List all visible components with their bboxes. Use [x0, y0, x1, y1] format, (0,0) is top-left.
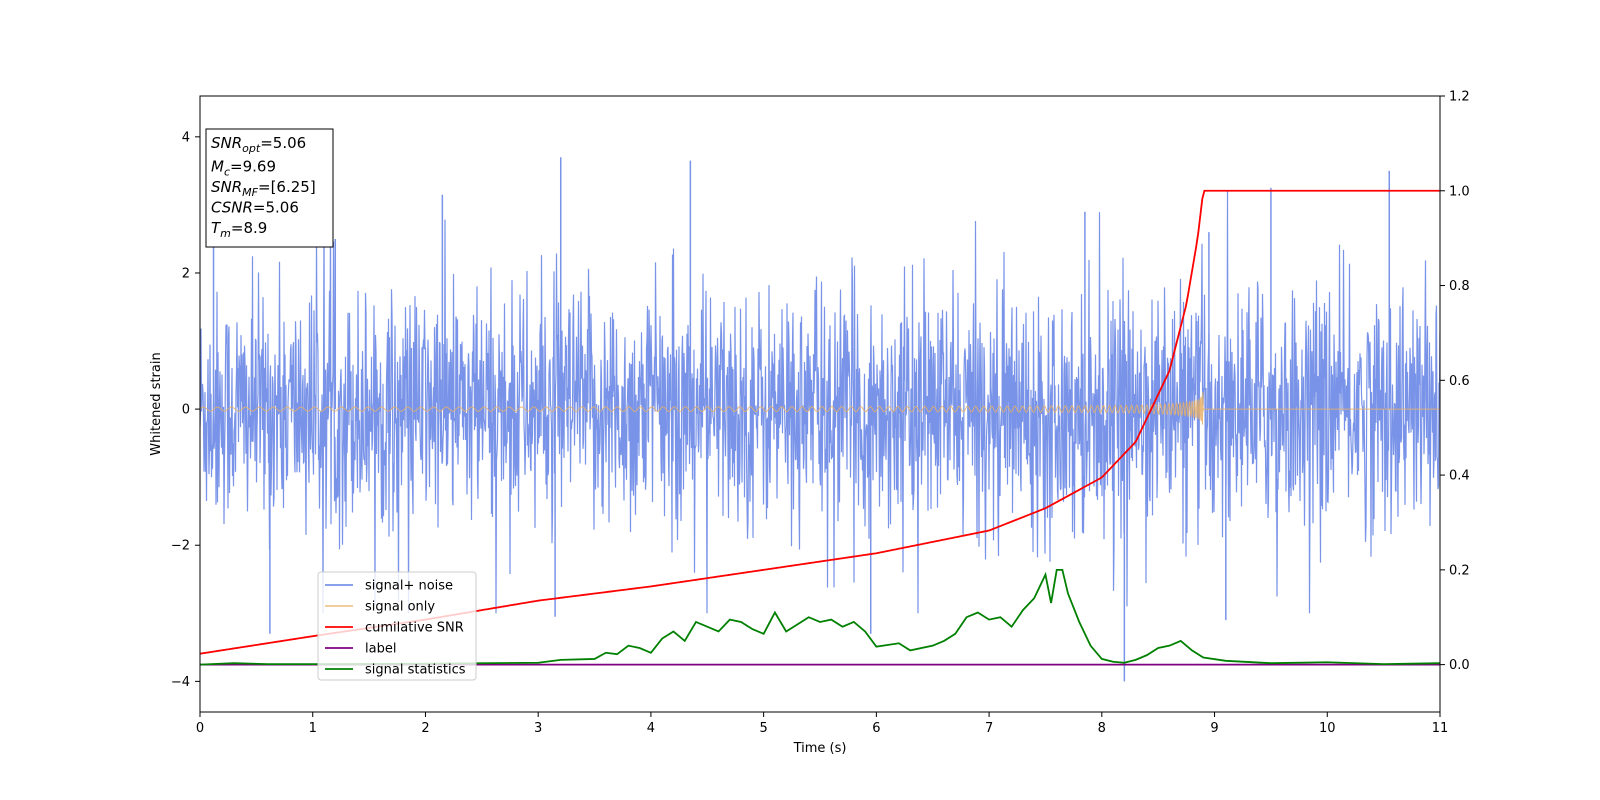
series-signal-statistics-line: [200, 568, 1440, 666]
info-line: Tm=8.9: [211, 219, 267, 240]
x-axis-label: Time (s): [793, 741, 847, 756]
info-line: SNRopt=5.06: [211, 134, 306, 155]
left-y-axis: −4 −2 0 2 4: [171, 130, 200, 690]
series-signal-only-line: [200, 392, 1440, 425]
left-y-tick-label: 2: [182, 266, 190, 281]
legend-label: cumilative SNR: [365, 621, 464, 636]
x-tick-label: 4: [647, 721, 655, 736]
x-tick-label: 11: [1432, 721, 1449, 736]
left-y-tick-label: −2: [171, 539, 190, 554]
x-tick-label: 8: [1098, 721, 1106, 736]
x-tick-label: 3: [534, 721, 542, 736]
x-tick-label: 1: [309, 721, 317, 736]
y-axis-label: Whitened strain: [149, 352, 164, 455]
series-signal-noise-line: [200, 191, 1440, 614]
left-y-tick-label: 4: [182, 130, 190, 145]
legend-label: signal only: [365, 600, 435, 615]
right-y-tick-label: 0.8: [1449, 279, 1470, 294]
right-y-tick-label: 0.0: [1449, 658, 1470, 673]
info-line: Mc=9.69: [211, 158, 276, 179]
x-tick-label: 2: [421, 721, 429, 736]
x-tick-label: 5: [759, 721, 767, 736]
left-y-tick-label: 0: [182, 403, 190, 418]
right-y-tick-label: 1.2: [1449, 90, 1470, 105]
left-y-tick-label: −4: [171, 675, 190, 690]
right-y-tick-label: 0.2: [1449, 563, 1470, 578]
legend-label: label: [365, 642, 396, 657]
x-axis: 0 1 2 3 4 5 6 7 8 9 10 11: [196, 712, 1448, 736]
info-box-frame: [205, 128, 334, 248]
x-tick-label: 9: [1210, 721, 1218, 736]
right-y-tick-label: 0.4: [1449, 469, 1470, 484]
x-tick-label: 7: [985, 721, 993, 736]
legend-frame: [317, 571, 477, 681]
legend: signal+ noise signal only cumilative SNR la…: [317, 571, 477, 681]
right-y-tick-label: 0.6: [1449, 374, 1470, 389]
info-line: SNRMF=[6.25]: [211, 178, 316, 199]
x-tick-label: 0: [196, 721, 204, 736]
right-y-axis: 0.0 0.2 0.4 0.6 0.8 1.0 1.2: [1440, 90, 1470, 673]
x-tick-label: 10: [1319, 721, 1336, 736]
plot-frame: [199, 95, 1441, 713]
info-line: CSNR=5.06: [211, 199, 299, 217]
legend-label: signal+ noise: [365, 579, 453, 594]
legend-label: signal statistics: [365, 663, 466, 678]
right-y-tick-label: 1.0: [1449, 184, 1470, 199]
x-tick-label: 6: [872, 721, 880, 736]
